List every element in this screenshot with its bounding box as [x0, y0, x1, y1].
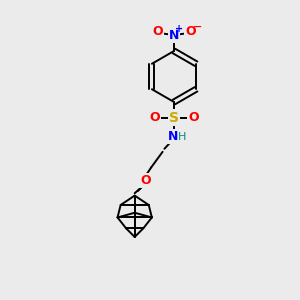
- Text: S: S: [169, 111, 179, 124]
- Text: O: O: [185, 25, 196, 38]
- Text: O: O: [152, 25, 163, 38]
- Text: O: O: [140, 173, 151, 187]
- Text: −: −: [193, 21, 203, 32]
- Text: N: N: [169, 29, 179, 42]
- Text: O: O: [149, 111, 160, 124]
- Text: O: O: [188, 111, 199, 124]
- Text: +: +: [175, 24, 183, 34]
- Text: H: H: [178, 132, 186, 142]
- Text: N: N: [168, 130, 178, 143]
